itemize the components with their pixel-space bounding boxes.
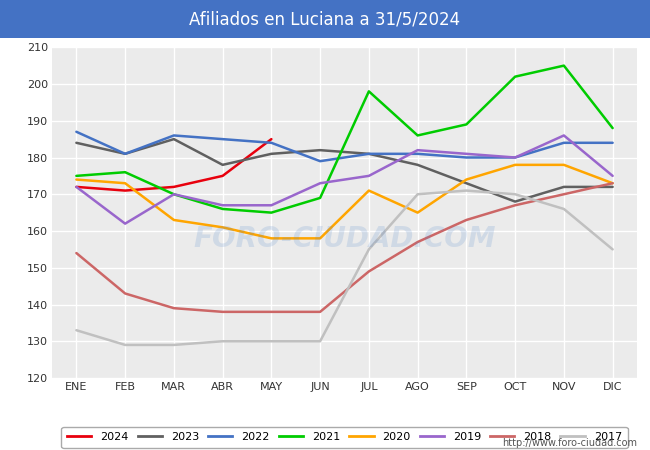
Text: Afiliados en Luciana a 31/5/2024: Afiliados en Luciana a 31/5/2024 [189, 10, 461, 28]
Text: FORO-CIUDAD.COM: FORO-CIUDAD.COM [193, 225, 496, 253]
Text: http://www.foro-ciudad.com: http://www.foro-ciudad.com [502, 438, 637, 448]
Legend: 2024, 2023, 2022, 2021, 2020, 2019, 2018, 2017: 2024, 2023, 2022, 2021, 2020, 2019, 2018… [61, 427, 628, 448]
